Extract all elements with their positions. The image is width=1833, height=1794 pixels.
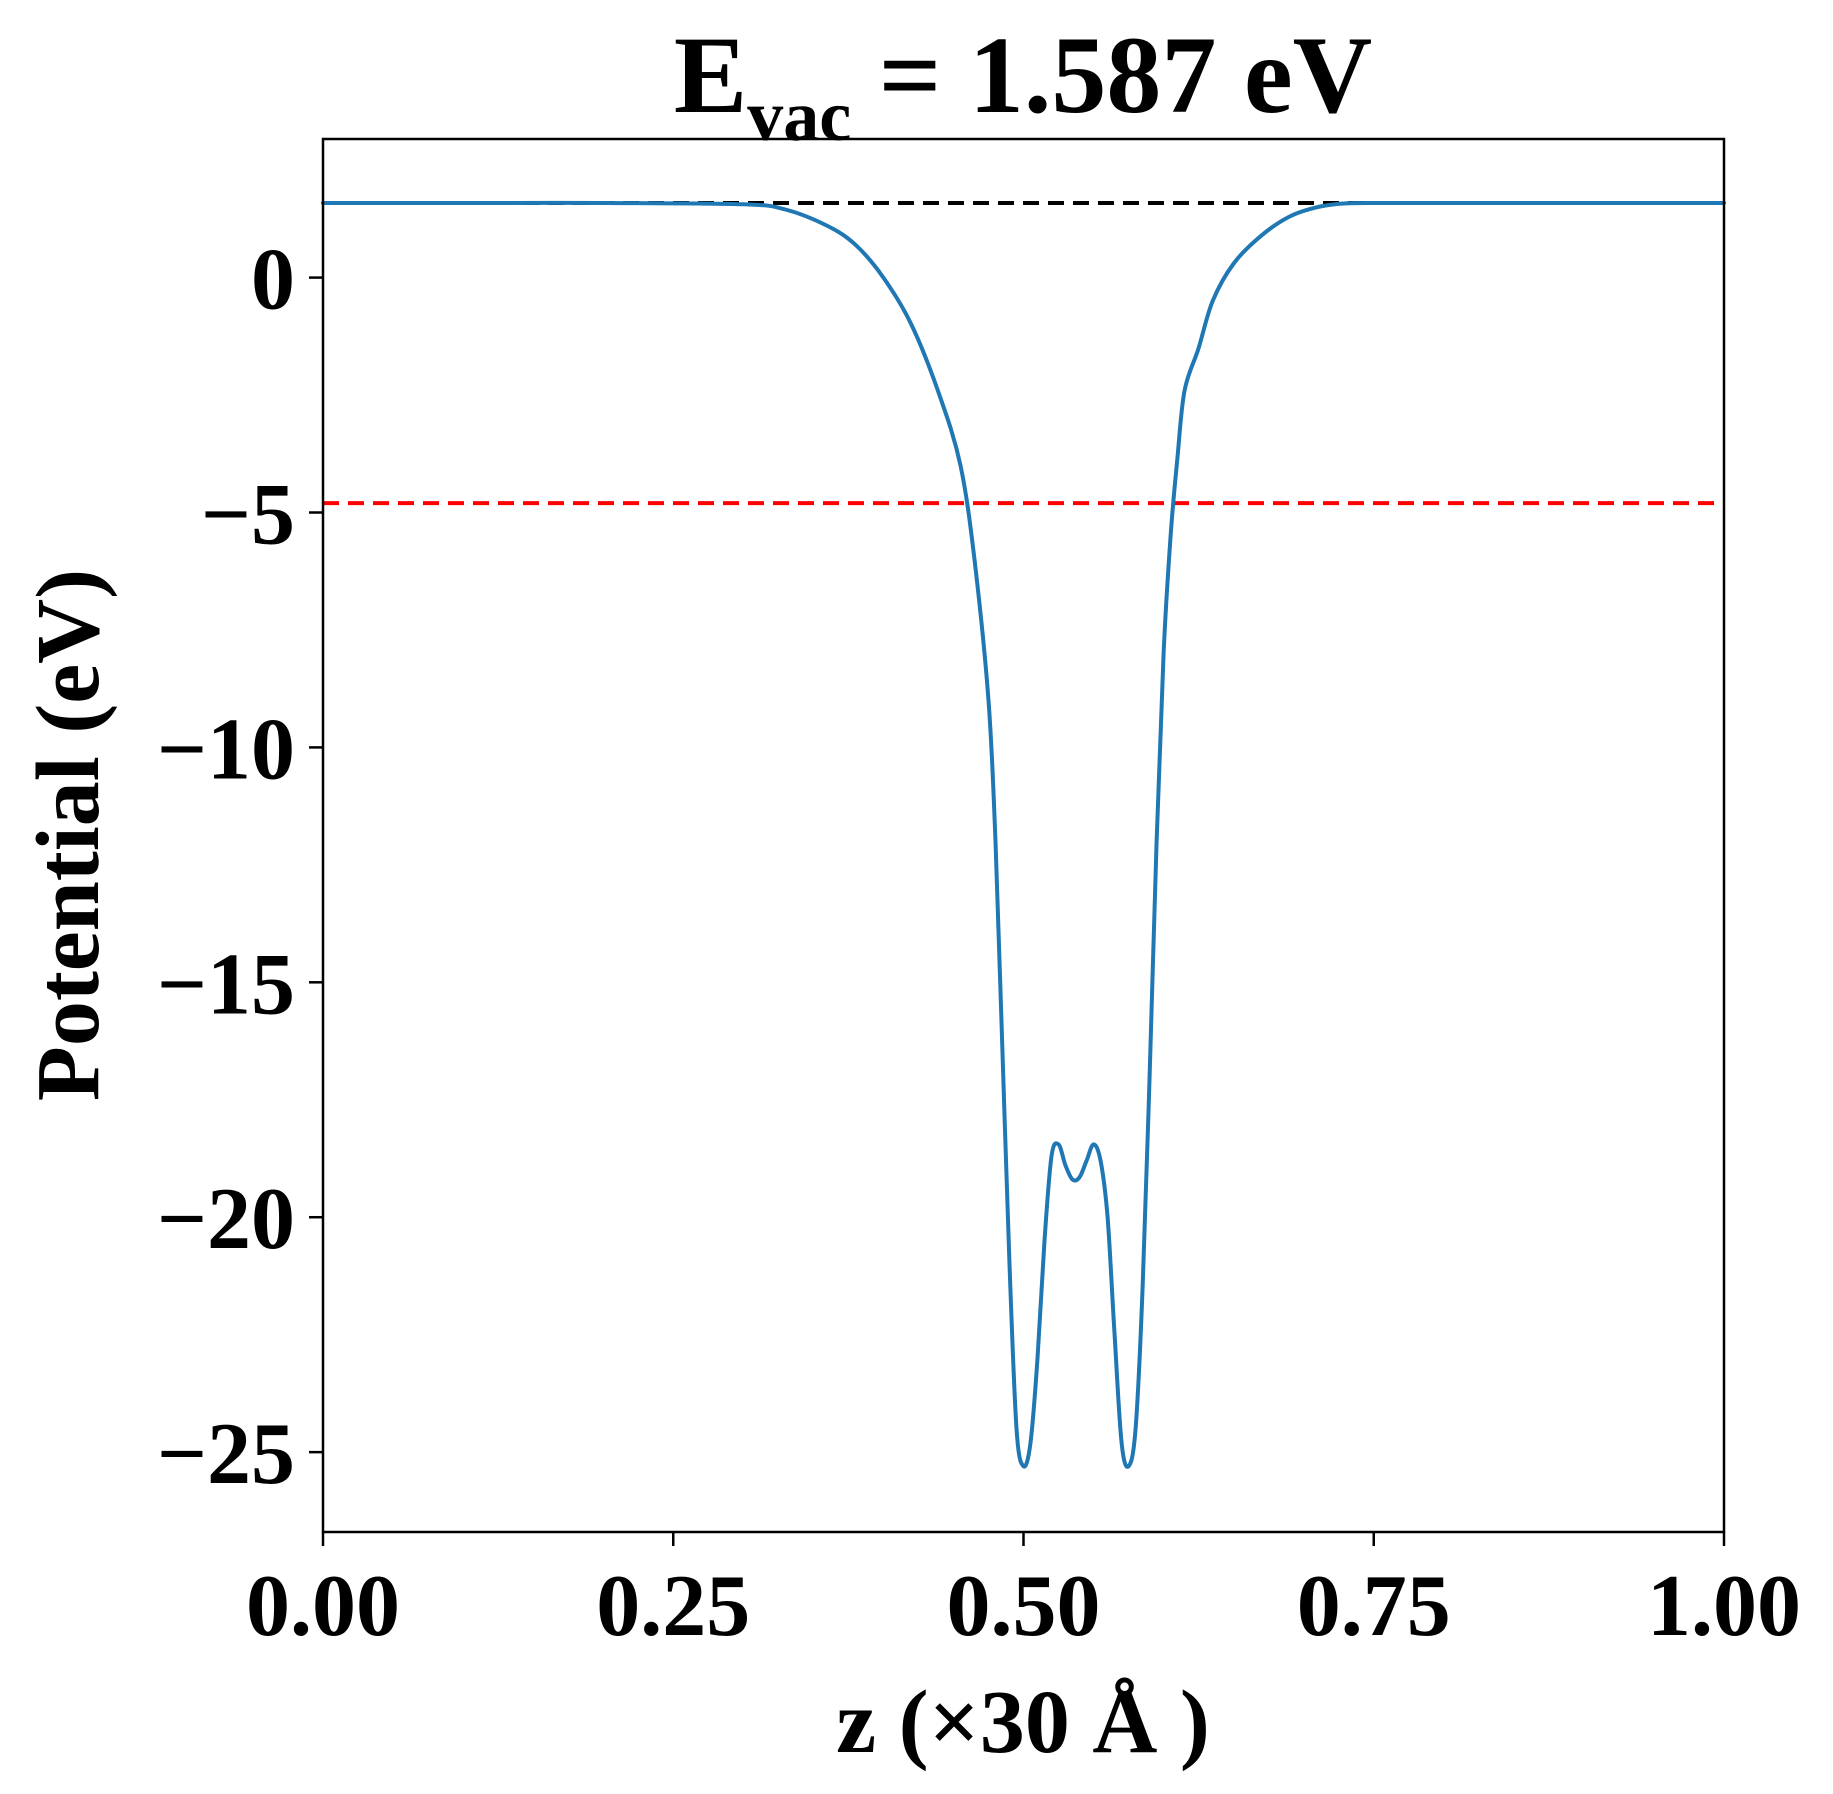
x-tick-label: 0.00 bbox=[246, 1558, 400, 1655]
chart-title-subscript: vac bbox=[747, 76, 851, 156]
x-tick-label: 0.25 bbox=[596, 1558, 750, 1655]
chart-title-main: E bbox=[674, 14, 747, 136]
y-tick-label: −10 bbox=[157, 701, 295, 798]
y-tick-label: 0 bbox=[251, 232, 295, 329]
y-axis-ticks: 0 −5 −10 −15 −20 −25 bbox=[157, 232, 323, 1503]
x-axis-label: z (×30 Å ) bbox=[836, 1673, 1210, 1772]
x-tick-label: 1.00 bbox=[1647, 1558, 1801, 1655]
y-axis-label: Potential (eV) bbox=[19, 569, 118, 1101]
x-tick-label: 0.75 bbox=[1297, 1558, 1451, 1655]
y-tick-label: −15 bbox=[157, 936, 295, 1033]
y-tick-label: −25 bbox=[157, 1406, 295, 1503]
plot-frame bbox=[321, 137, 1726, 1534]
x-tick-label: 0.50 bbox=[947, 1558, 1101, 1655]
x-axis-ticks: 0.00 0.25 0.50 0.75 1.00 bbox=[246, 1532, 1801, 1655]
chart-title-rest: = 1.587 eV bbox=[851, 14, 1372, 136]
plot-area bbox=[321, 200, 1726, 1469]
y-tick-label: −5 bbox=[201, 467, 295, 564]
chart-title: Evac = 1.587 eV bbox=[674, 14, 1372, 156]
series-line-1 bbox=[321, 200, 1726, 1469]
y-tick-label: −20 bbox=[157, 1171, 295, 1268]
